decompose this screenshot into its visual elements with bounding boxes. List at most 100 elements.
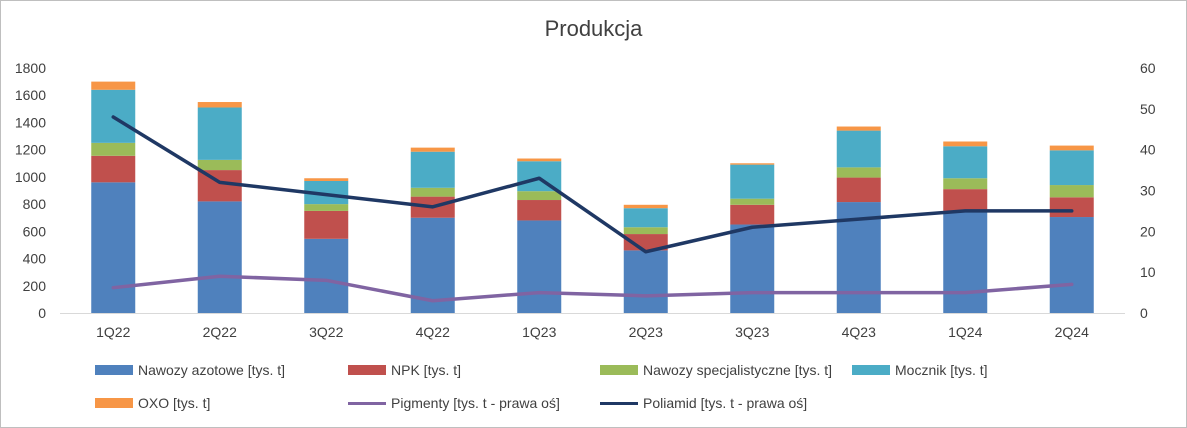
x-axis: 1Q22 2Q22 3Q22 4Q22 1Q23 2Q23 3Q23 4Q23 1Q24 2Q24 [60,313,1125,340]
y-left-tick-label: 600 [23,223,47,239]
y-left-tick-label: 200 [23,278,47,294]
legend-label: OXO [tys. t] [138,395,211,411]
bar-segment [943,146,988,179]
left-axis: 0 200 400 600 800 1000 1200 1400 1600 1800 [15,60,46,321]
y-right-tick-label: 60 [1140,60,1156,76]
bar-segment [623,204,668,209]
bar-segment [836,177,881,203]
y-right-tick-label: 10 [1140,264,1156,280]
bar-segment [623,250,668,313]
bar-segment [623,234,668,251]
bar-segment [730,163,775,165]
legend-label: Poliamid [tys. t - prawa oś] [643,395,808,411]
legend-label: Pigmenty [tys. t - prawa oś] [391,395,560,411]
y-left-tick-label: 1600 [15,87,46,103]
y-right-tick-label: 30 [1140,183,1156,199]
bar-segment [943,210,988,313]
bar-segment [410,187,455,197]
legend-item: Mocznik [tys. t] [852,362,988,378]
bar-segment [304,180,349,205]
y-right-tick-label: 40 [1140,142,1156,158]
legend-item: NPK [tys. t] [348,362,461,378]
x-tick-label: 3Q22 [309,324,343,340]
bar-segment [517,220,562,313]
x-tick-label: 1Q24 [948,324,982,340]
y-left-tick-label: 800 [23,196,47,212]
legend-swatch [95,398,133,408]
bar-segment [197,107,242,160]
bar-segment [304,178,349,181]
bar-segment [517,158,562,162]
bar-segment [1049,145,1094,151]
legend-label: Mocznik [tys. t] [895,362,988,378]
x-tick-label: 1Q22 [96,324,130,340]
legend: Nawozy azotowe [tys. t] NPK [tys. t] Nawoz… [95,362,1095,422]
bar-segment [91,81,136,90]
bar-segment [410,147,455,152]
bar-segment [197,159,242,171]
bar-segment [197,102,242,108]
lines-layer [111,115,1074,303]
legend-swatch [95,365,133,375]
x-tick-label: 2Q24 [1055,324,1089,340]
y-right-tick-label: 20 [1140,223,1156,239]
legend-label: NPK [tys. t] [391,362,462,378]
y-right-tick-label: 0 [1140,305,1148,321]
bars-layer [91,81,1094,313]
bar-segment [91,182,136,313]
legend-item: Nawozy specjalistyczne [tys. t] [600,362,832,378]
bar-segment [304,210,349,239]
x-tick-label: 2Q23 [629,324,663,340]
bar-segment [730,164,775,199]
y-left-tick-label: 0 [38,305,46,321]
bar-segment [517,200,562,221]
bar-segment [943,189,988,211]
y-left-tick-label: 1200 [15,142,46,158]
right-axis: 0 10 20 30 40 50 60 [1140,60,1156,321]
y-left-tick-label: 1400 [15,114,46,130]
chart-title: Produkcja [544,16,643,41]
bar-segment [410,151,455,188]
y-left-tick-label: 1000 [15,169,46,185]
legend-label: Nawozy specjalistyczne [tys. t] [643,362,833,378]
series-line [111,274,1074,303]
legend-item: OXO [tys. t] [95,395,210,411]
bar-segment [1049,217,1094,313]
bar-segment [197,201,242,313]
bar-segment [304,238,349,313]
legend-swatch [600,401,638,405]
x-tick-label: 2Q22 [203,324,237,340]
bar-segment [1049,197,1094,218]
series-line [111,115,1074,254]
y-left-tick-label: 400 [23,251,47,267]
bar-segment [623,227,668,235]
bar-segment [91,142,136,156]
x-tick-label: 4Q23 [842,324,876,340]
legend-swatch [348,365,386,375]
bar-segment [304,204,349,211]
bar-segment [517,191,562,201]
legend-swatch [852,365,890,375]
legend-item: Nawozy azotowe [tys. t] [95,362,285,378]
bar-segment [836,167,881,178]
bar-segment [1049,185,1094,198]
bar-segment [517,161,562,192]
legend-item: Pigmenty [tys. t - prawa oś] [348,395,560,411]
legend-swatch [348,401,386,405]
bar-segment [1049,150,1094,186]
bar-segment [730,198,775,205]
legend-item: Poliamid [tys. t - prawa oś] [600,395,807,411]
bar-segment [91,155,136,183]
bar-segment [623,208,668,228]
bar-segment [943,141,988,147]
y-left-tick-label: 1800 [15,60,46,76]
bar-segment [836,126,881,131]
y-right-tick-label: 50 [1140,101,1156,117]
bar-segment [836,130,881,168]
bar-segment [730,224,775,313]
x-tick-label: 3Q23 [735,324,769,340]
bar-segment [943,178,988,190]
legend-label: Nawozy azotowe [tys. t] [138,362,286,378]
legend-swatch [600,365,638,375]
